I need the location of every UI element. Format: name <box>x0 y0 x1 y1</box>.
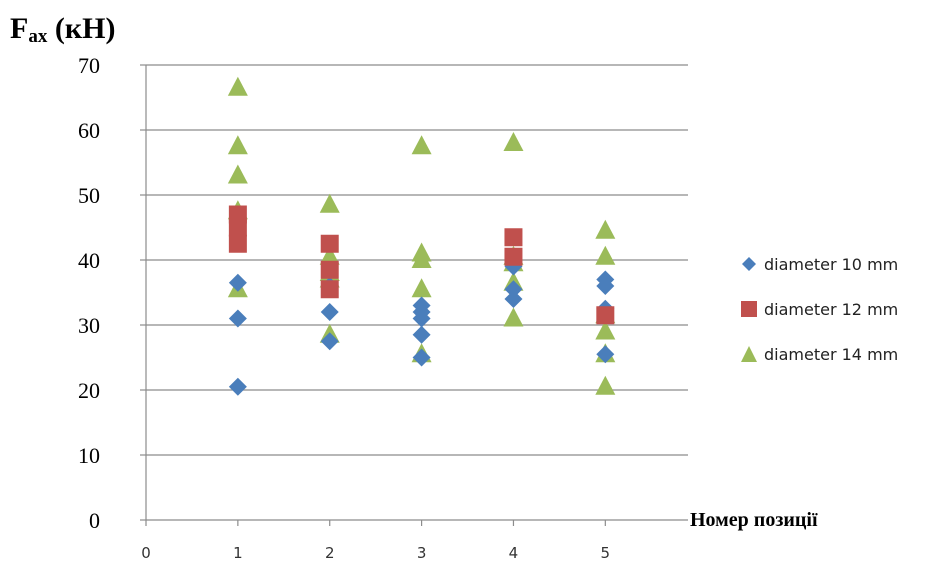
point-square-2-4 <box>320 260 339 279</box>
point-diamond-4-12 <box>504 280 523 299</box>
y-tick-label-70: 70 <box>78 53 100 78</box>
point-triangle-2-8 <box>319 245 340 265</box>
y-tick-label-20: 20 <box>78 378 100 403</box>
point-triangle-4-19 <box>503 132 524 151</box>
point-diamond-2-3 <box>320 332 339 351</box>
point-triangle-1-4 <box>227 76 248 96</box>
point-diamond-1-0 <box>228 377 247 396</box>
legend-diamond-marker <box>742 257 756 271</box>
point-square-2-3 <box>320 280 339 299</box>
legend-square-marker <box>741 301 757 317</box>
x-tick-label-5: 5 <box>601 544 611 561</box>
legend-label-14mm: diameter 14 mm <box>764 344 899 364</box>
x-tick-label-2: 2 <box>325 544 335 561</box>
point-triangle-5-20 <box>595 375 616 395</box>
point-square-1-0 <box>228 234 247 253</box>
point-triangle-5-24 <box>595 245 616 265</box>
y-axis-label-unit: (кН) <box>47 12 116 45</box>
point-triangle-3-11 <box>411 278 432 298</box>
y-tick-label-0: 0 <box>89 508 100 533</box>
x-tick-label-3: 3 <box>417 544 427 561</box>
y-tick-label-40: 40 <box>78 248 100 273</box>
point-square-2-5 <box>320 234 339 253</box>
legend-item-14mm: diameter 14 mm <box>738 344 898 364</box>
point-triangle-1-2 <box>227 164 248 184</box>
legend: diameter 10 mm diameter 12 mm diameter 1… <box>738 254 898 389</box>
point-triangle-2-9 <box>319 193 340 213</box>
legend-label-10mm: diameter 10 mm <box>764 254 899 274</box>
y-tick-label-30: 30 <box>78 313 100 338</box>
point-diamond-3-7 <box>412 325 431 344</box>
point-triangle-5-22 <box>595 320 616 340</box>
x-tick-label-4: 4 <box>509 544 519 561</box>
point-diamond-3-10 <box>412 296 431 315</box>
point-square-5-8 <box>596 306 615 325</box>
point-diamond-3-6 <box>412 348 431 367</box>
legend-triangle-marker <box>741 346 757 362</box>
point-triangle-3-14 <box>411 135 432 155</box>
point-square-4-7 <box>504 228 523 247</box>
point-diamond-2-4 <box>320 303 339 321</box>
y-tick-label-10: 10 <box>78 443 100 468</box>
data-points <box>227 76 616 396</box>
x-tick-label-1: 1 <box>233 544 243 561</box>
point-diamond-4-11 <box>504 290 523 308</box>
point-triangle-5-25 <box>595 219 616 239</box>
x-tick-labels: 0 1 2 3 4 5 <box>141 544 610 561</box>
y-tick-label-50: 50 <box>78 183 100 208</box>
legend-label-12mm: diameter 12 mm <box>764 299 899 319</box>
y-axis-label: Fax (кН) <box>10 12 116 47</box>
point-triangle-3-13 <box>411 242 432 262</box>
legend-item-12mm: diameter 12 mm <box>738 299 898 319</box>
point-square-1-2 <box>228 205 247 224</box>
x-tick-label-0: 0 <box>141 544 151 561</box>
point-diamond-5-14 <box>596 345 615 364</box>
axes <box>140 64 688 526</box>
x-axis-label: Номер позиції <box>690 509 818 531</box>
point-triangle-4-15 <box>503 307 524 327</box>
point-diamond-5-17 <box>596 270 615 289</box>
y-tick-label-60: 60 <box>78 118 100 143</box>
y-axis-label-subscript: ax <box>28 26 48 47</box>
point-square-4-6 <box>504 247 523 266</box>
y-tick-labels: 0 10 20 30 40 50 60 70 <box>78 53 100 533</box>
point-diamond-1-1 <box>228 309 247 328</box>
legend-item-10mm: diameter 10 mm <box>738 254 898 274</box>
point-diamond-1-2 <box>228 273 247 292</box>
point-triangle-1-3 <box>227 135 248 155</box>
